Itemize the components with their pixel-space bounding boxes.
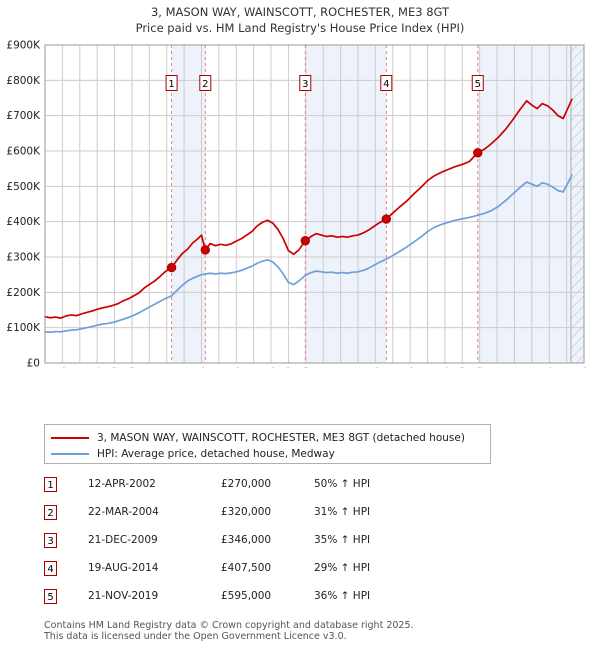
price-chart-svg: £0 £100K £200K £300K £400K £500K £600K £700K £80… — [6, 40, 591, 369]
row-hpi-delta: 50% ↑ HPI — [314, 478, 371, 490]
row-sale-date: 19-AUG-2014 — [88, 562, 159, 574]
event-badge-label: 1 — [168, 79, 174, 90]
row-sale-price: £320,000 — [221, 506, 272, 518]
x-axis-tick-label: 1995 — [40, 367, 52, 368]
x-axis-tick-label: 2013 — [353, 367, 365, 368]
event-badge-label: 5 — [475, 79, 481, 90]
row-hpi-delta: 31% ↑ HPI — [314, 506, 371, 518]
x-axis-tick-label: 2021 — [492, 367, 504, 368]
row-index-badge: 5 — [44, 588, 57, 604]
event-badge-label: 3 — [302, 79, 308, 90]
page-title-line-1: 3, MASON WAY, WAINSCOTT, ROCHESTER, ME3 … — [150, 5, 450, 19]
x-axis-tick-label: 2012 — [336, 367, 348, 368]
footer-line-1: Contains HM Land Registry data © Crown c… — [44, 620, 414, 631]
legend-color-swatch-hpi — [51, 452, 89, 455]
y-axis-tick-label: £700K — [6, 110, 41, 122]
x-axis-tick-labels: 1995 1996 1997 1998 1999 2000 2001 2002 2003 2004… — [40, 367, 591, 368]
page-title: 3, MASON WAY, WAINSCOTT, ROCHESTER, ME3 … — [0, 4, 600, 36]
transactions-table: 1 12-APR-2002 £270,000 50% ↑ HPI 2 22-MAR-200… — [44, 470, 584, 610]
event-badge-label: 4 — [383, 79, 389, 90]
x-axis-tick-label: 2015 — [388, 367, 400, 368]
event-number-badges: 1 2 3 4 5 — [165, 75, 484, 91]
chart-area: £0 £100K £200K £300K £400K £500K £600K £700K £80… — [0, 38, 600, 369]
x-axis-tick-label: 2023 — [527, 367, 539, 368]
x-axis-tick-label: 2001 — [144, 367, 156, 368]
x-axis-tick-label: 2011 — [318, 367, 330, 368]
y-axis-tick-labels: £0 £100K £200K £300K £400K £500K £600K £700K £80… — [6, 40, 41, 369]
row-index-badge: 2 — [44, 504, 57, 520]
x-axis-tick-label: 1998 — [92, 367, 104, 368]
y-axis-tick-label: £900K — [6, 40, 41, 52]
table-row[interactable]: 1 12-APR-2002 £270,000 50% ↑ HPI — [44, 470, 584, 498]
x-axis-tick-label: 2003 — [179, 367, 191, 368]
row-sale-price: £270,000 — [221, 478, 272, 490]
x-axis-tick-label: 1999 — [110, 367, 122, 368]
x-axis-tick-label: 2018 — [440, 367, 452, 368]
legend-label-price: 3, MASON WAY, WAINSCOTT, ROCHESTER, ME3 … — [97, 431, 465, 444]
x-axis-tick-label: 1996 — [57, 367, 69, 368]
event-data-points — [166, 148, 483, 273]
y-axis-tick-label: £500K — [6, 181, 41, 193]
row-index-badge: 3 — [44, 532, 57, 548]
x-axis-tick-label: 2008 — [266, 367, 278, 368]
table-row[interactable]: 5 21-NOV-2019 £595,000 36% ↑ HPI — [44, 582, 584, 610]
forecast-hatch-region — [570, 44, 585, 364]
footer-line-2: This data is licensed under the Open Gov… — [44, 631, 347, 642]
row-hpi-delta: 35% ↑ HPI — [314, 534, 371, 546]
table-row[interactable]: 3 21-DEC-2009 £346,000 35% ↑ HPI — [44, 526, 584, 554]
x-axis-tick-label: 2017 — [423, 367, 435, 368]
row-index-badge: 1 — [44, 476, 57, 492]
highlight-bands — [171, 45, 584, 363]
event-badge-label: 2 — [202, 79, 208, 90]
row-sale-date: 22-MAR-2004 — [88, 506, 159, 518]
x-axis-tick-label: 2016 — [405, 367, 417, 368]
x-axis-tick-label: 2005 — [214, 367, 226, 368]
row-sale-date: 21-NOV-2019 — [88, 590, 159, 602]
y-axis-tick-label: £0 — [27, 358, 40, 369]
row-sale-price: £346,000 — [221, 534, 272, 546]
event-marker-lines — [171, 45, 479, 363]
x-axis-tick-label: 2000 — [127, 367, 139, 368]
row-sale-date: 12-APR-2002 — [88, 478, 156, 490]
row-sale-date: 21-DEC-2009 — [88, 534, 158, 546]
x-axis-tick-label: 2009 — [283, 367, 295, 368]
legend-label-hpi: HPI: Average price, detached house, Medw… — [97, 447, 335, 460]
chart-frame — [44, 44, 585, 364]
y-axis-tick-label: £400K — [6, 216, 41, 228]
table-row[interactable]: 4 19-AUG-2014 £407,500 29% ↑ HPI — [44, 554, 584, 582]
y-axis-tick-label: £800K — [6, 75, 41, 87]
legend-item-hpi: HPI: Average price, detached house, Medw… — [51, 446, 484, 461]
row-sale-price: £595,000 — [221, 590, 272, 602]
x-axis-tick-label: 2022 — [509, 367, 521, 368]
x-axis-tick-label: 2010 — [301, 367, 313, 368]
table-row[interactable]: 2 22-MAR-2004 £320,000 31% ↑ HPI — [44, 498, 584, 526]
row-index-badge: 4 — [44, 560, 57, 576]
copyright-footer: Contains HM Land Registry data © Crown c… — [44, 620, 584, 642]
page-title-line-2: Price paid vs. HM Land Registry's House … — [135, 21, 465, 35]
x-axis-tick-label: 2006 — [231, 367, 243, 368]
chart-legend: 3, MASON WAY, WAINSCOTT, ROCHESTER, ME3 … — [44, 424, 491, 464]
x-axis-tick-label: 1997 — [75, 367, 87, 368]
x-axis-tick-label: 2007 — [249, 367, 261, 368]
x-axis-tick-label: 2002 — [162, 367, 174, 368]
y-axis-tick-label: £100K — [6, 322, 41, 334]
x-axis-tick-label: 2014 — [370, 367, 382, 368]
x-axis-tick-label: 2020 — [475, 367, 487, 368]
y-axis-tick-label: £600K — [6, 146, 41, 158]
legend-color-swatch-price — [51, 436, 89, 439]
x-axis-tick-label: 2025 — [562, 367, 574, 368]
legend-item-price-paid: 3, MASON WAY, WAINSCOTT, ROCHESTER, ME3 … — [51, 430, 484, 445]
x-axis-tick-label: 2019 — [457, 367, 469, 368]
row-hpi-delta: 29% ↑ HPI — [314, 562, 371, 574]
x-axis-tick-label: 2026 — [579, 367, 591, 368]
x-axis-tick-label: 2024 — [544, 367, 556, 368]
y-axis-tick-label: £300K — [6, 252, 41, 264]
row-sale-price: £407,500 — [221, 562, 272, 574]
x-axis-tick-label: 2004 — [196, 367, 208, 368]
row-hpi-delta: 36% ↑ HPI — [314, 590, 371, 602]
y-axis-tick-label: £200K — [6, 287, 41, 299]
